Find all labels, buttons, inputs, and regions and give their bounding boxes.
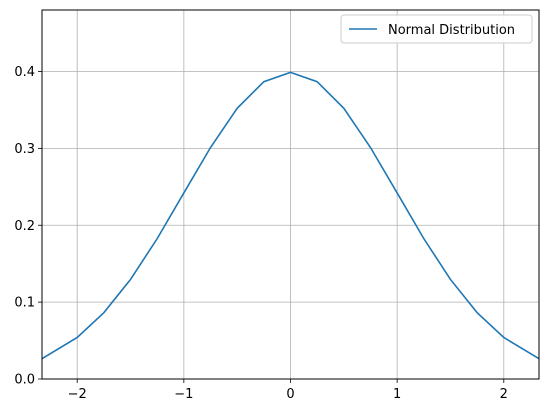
series-line-normal-distribution — [41, 71, 540, 360]
x-axis: −2 −1 0 1 2 — [68, 379, 508, 402]
x-tick-label: 0 — [286, 387, 294, 402]
x-tick-label: −2 — [68, 387, 87, 402]
legend: Normal Distribution — [340, 14, 533, 44]
x-tick-label: 2 — [500, 387, 508, 402]
y-tick-label: 0.4 — [14, 65, 35, 80]
y-axis: 0.0 0.1 0.2 0.3 0.4 — [14, 65, 42, 388]
legend-box — [340, 14, 533, 44]
x-tick-label: 1 — [393, 387, 401, 402]
y-tick-label: 0.2 — [14, 219, 35, 234]
x-tick-label: −1 — [174, 387, 193, 402]
y-tick-label: 0.0 — [14, 373, 35, 388]
y-tick-label: 0.1 — [14, 296, 35, 311]
y-tick-label: 0.3 — [14, 142, 35, 157]
legend-label-normal-distribution: Normal Distribution — [388, 23, 515, 38]
